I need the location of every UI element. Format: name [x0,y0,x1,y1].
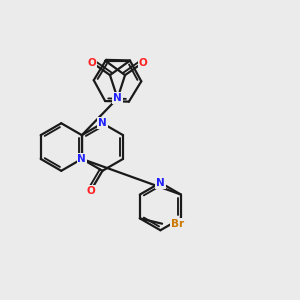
Text: N: N [156,178,165,188]
Text: O: O [86,186,95,196]
Text: N: N [98,118,107,128]
Text: N: N [77,154,86,164]
Text: O: O [139,58,147,68]
Text: O: O [88,58,96,68]
Text: N: N [113,93,122,103]
Text: Br: Br [171,219,184,229]
